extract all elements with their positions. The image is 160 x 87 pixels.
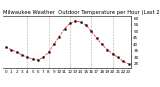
Text: Milwaukee Weather  Outdoor Temperature per Hour (Last 24 Hours): Milwaukee Weather Outdoor Temperature pe… [3, 10, 160, 15]
